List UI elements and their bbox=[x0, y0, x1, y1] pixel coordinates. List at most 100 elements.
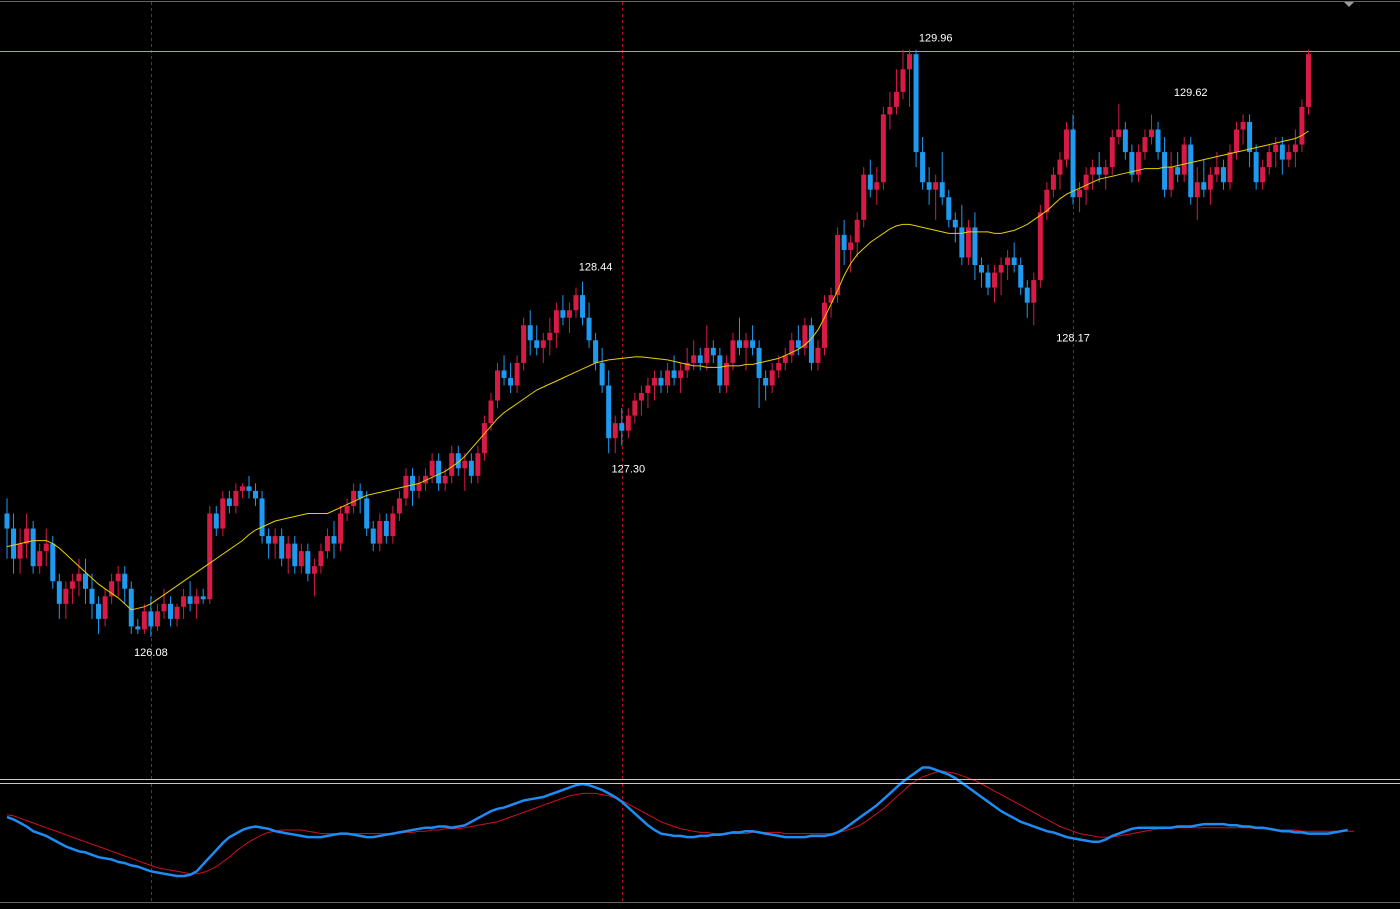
candle-body[interactable] bbox=[900, 69, 906, 92]
candle[interactable] bbox=[488, 393, 494, 431]
candle-body[interactable] bbox=[573, 295, 579, 311]
candle-body[interactable] bbox=[1194, 182, 1200, 198]
candle[interactable] bbox=[233, 483, 239, 514]
candle-body[interactable] bbox=[1109, 137, 1115, 168]
candle-body[interactable] bbox=[1207, 174, 1213, 190]
candle[interactable] bbox=[115, 566, 121, 597]
candle-body[interactable] bbox=[272, 536, 278, 544]
candle[interactable] bbox=[645, 377, 651, 409]
candle[interactable] bbox=[776, 355, 782, 378]
candle[interactable] bbox=[808, 317, 814, 371]
candle[interactable] bbox=[763, 370, 769, 401]
candle[interactable] bbox=[279, 528, 285, 567]
candle[interactable] bbox=[998, 257, 1004, 296]
candle[interactable] bbox=[449, 445, 455, 484]
candle-body[interactable] bbox=[1292, 144, 1298, 153]
candle[interactable] bbox=[69, 573, 75, 604]
candle[interactable] bbox=[671, 355, 677, 386]
candle-body[interactable] bbox=[1299, 106, 1305, 145]
candle[interactable] bbox=[1247, 114, 1253, 168]
candle-body[interactable] bbox=[213, 513, 219, 529]
candle[interactable] bbox=[815, 340, 821, 371]
candle[interactable] bbox=[566, 302, 572, 333]
candle-body[interactable] bbox=[148, 611, 154, 627]
candle-body[interactable] bbox=[233, 490, 239, 506]
candle-body[interactable] bbox=[619, 423, 625, 431]
candle-body[interactable] bbox=[651, 377, 657, 386]
candle[interactable] bbox=[1305, 49, 1311, 115]
candle[interactable] bbox=[795, 325, 801, 356]
candle[interactable] bbox=[403, 468, 409, 506]
candle[interactable] bbox=[1253, 144, 1259, 190]
candle[interactable] bbox=[161, 588, 167, 619]
candle-body[interactable] bbox=[913, 54, 919, 153]
candle[interactable] bbox=[63, 581, 69, 619]
candle-body[interactable] bbox=[1129, 152, 1135, 175]
candle[interactable] bbox=[220, 490, 226, 537]
candle-body[interactable] bbox=[606, 385, 612, 439]
candle-body[interactable] bbox=[638, 393, 644, 401]
candle[interactable] bbox=[253, 483, 259, 506]
candle[interactable] bbox=[462, 453, 468, 491]
candle-body[interactable] bbox=[965, 227, 971, 258]
candle[interactable] bbox=[678, 362, 684, 394]
candle-body[interactable] bbox=[364, 498, 370, 529]
candle[interactable] bbox=[1266, 144, 1272, 175]
candle-body[interactable] bbox=[1116, 129, 1122, 138]
candle[interactable] bbox=[1044, 182, 1050, 220]
candle-body[interactable] bbox=[933, 182, 939, 190]
candle-body[interactable] bbox=[789, 340, 795, 356]
candle[interactable] bbox=[1279, 137, 1285, 175]
candle-body[interactable] bbox=[488, 400, 494, 424]
candle[interactable] bbox=[390, 505, 396, 544]
candle[interactable] bbox=[1240, 114, 1246, 145]
candle-body[interactable] bbox=[828, 295, 834, 303]
candle-body[interactable] bbox=[292, 543, 298, 567]
candle[interactable] bbox=[96, 596, 102, 634]
candle-body[interactable] bbox=[822, 302, 827, 348]
candle[interactable] bbox=[475, 445, 481, 484]
candle[interactable] bbox=[985, 265, 991, 296]
candle[interactable] bbox=[1142, 129, 1148, 160]
candle[interactable] bbox=[56, 573, 62, 619]
oscillator-main-line[interactable] bbox=[6, 766, 1348, 878]
candle-body[interactable] bbox=[266, 536, 272, 544]
candle[interactable] bbox=[1070, 114, 1076, 205]
candle-body[interactable] bbox=[1266, 152, 1272, 168]
candle-body[interactable] bbox=[978, 265, 984, 273]
candle-body[interactable] bbox=[1005, 257, 1011, 266]
candle-body[interactable] bbox=[246, 486, 252, 491]
candle[interactable] bbox=[939, 152, 945, 205]
candle-body[interactable] bbox=[1260, 167, 1266, 183]
candle[interactable] bbox=[30, 521, 36, 574]
candle[interactable] bbox=[625, 408, 631, 439]
candle[interactable] bbox=[1083, 167, 1089, 205]
candle-body[interactable] bbox=[743, 340, 749, 348]
candle[interactable] bbox=[782, 347, 788, 371]
candle-body[interactable] bbox=[1247, 121, 1253, 153]
candle-body[interactable] bbox=[1122, 129, 1128, 153]
candle-body[interactable] bbox=[253, 490, 259, 499]
candle-body[interactable] bbox=[318, 551, 324, 567]
candle-body[interactable] bbox=[259, 498, 265, 537]
candle[interactable] bbox=[1234, 121, 1240, 160]
candle-body[interactable] bbox=[580, 295, 586, 318]
candle-body[interactable] bbox=[181, 596, 187, 607]
candle-body[interactable] bbox=[527, 325, 533, 341]
candle[interactable] bbox=[109, 573, 115, 604]
candle-body[interactable] bbox=[11, 528, 17, 559]
candle-body[interactable] bbox=[475, 453, 481, 476]
moving-average-line[interactable] bbox=[6, 130, 1309, 611]
candle[interactable] bbox=[841, 219, 847, 266]
candle[interactable] bbox=[1096, 152, 1102, 183]
candle-body[interactable] bbox=[521, 325, 527, 363]
price-pane[interactable]: 126.08 128.44 127.30 129.96 128.17 129.62 bbox=[0, 2, 1400, 779]
candle-body[interactable] bbox=[952, 219, 958, 228]
candle-body[interactable] bbox=[154, 611, 160, 627]
candle[interactable] bbox=[1037, 204, 1043, 288]
candle[interactable] bbox=[887, 91, 893, 130]
candle-body[interactable] bbox=[200, 596, 206, 600]
candle[interactable] bbox=[50, 536, 56, 589]
candle[interactable] bbox=[128, 581, 134, 634]
